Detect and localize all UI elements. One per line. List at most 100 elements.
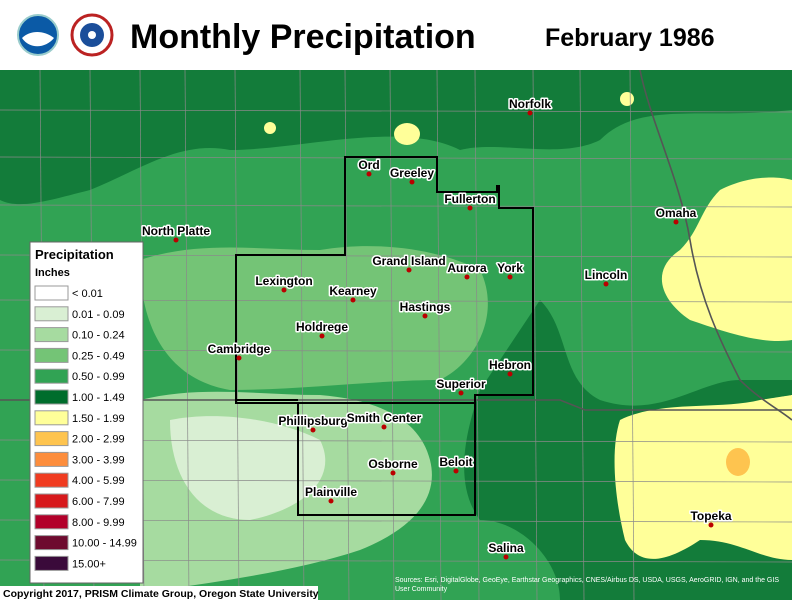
city-dot bbox=[673, 219, 679, 225]
city-dot bbox=[366, 171, 372, 177]
city-dot bbox=[381, 424, 387, 430]
legend-label: 3.00 - 3.99 bbox=[72, 454, 125, 466]
city-label: Salina bbox=[488, 541, 524, 555]
city-label: Fullerton bbox=[444, 192, 495, 206]
legend-label: 8.00 - 9.99 bbox=[72, 517, 125, 529]
city-dot bbox=[236, 355, 242, 361]
city-label: Lincoln bbox=[585, 268, 628, 282]
city-dot bbox=[350, 297, 356, 303]
city-label: Hebron bbox=[489, 358, 531, 372]
city-label: Ord bbox=[358, 158, 379, 172]
attribution: Sources: Esri, DigitalGlobe, GeoEye, Ear… bbox=[395, 577, 779, 593]
field-yellow bbox=[394, 123, 420, 145]
county-line bbox=[299, 69, 305, 601]
city-dot bbox=[390, 470, 396, 476]
city-label: North Platte bbox=[142, 224, 210, 238]
city-label: Aurora bbox=[447, 261, 487, 275]
city-label: Superior bbox=[436, 377, 486, 391]
county-line bbox=[0, 204, 792, 208]
city-label: Beloit bbox=[439, 455, 472, 469]
city-dot bbox=[507, 274, 513, 280]
field-mid bbox=[140, 246, 488, 390]
city-dot bbox=[328, 498, 334, 504]
city-dot bbox=[603, 281, 609, 287]
city-dot bbox=[173, 237, 179, 243]
city-dot bbox=[453, 468, 459, 474]
field-yellow bbox=[264, 122, 276, 134]
legend-label: 0.50 - 0.99 bbox=[72, 371, 125, 383]
city-dot bbox=[467, 205, 473, 211]
legend-label: 4.00 - 5.99 bbox=[72, 475, 125, 487]
field-yellow bbox=[661, 177, 792, 341]
legend-swatch bbox=[34, 327, 69, 343]
footer-box bbox=[0, 586, 318, 600]
legend-swatch bbox=[34, 410, 69, 426]
city-label: Lexington bbox=[255, 274, 312, 288]
attribution-box: Sources: Esri, DigitalGlobe, GeoEye, Ear… bbox=[395, 577, 779, 593]
city-dot bbox=[409, 179, 415, 185]
city-label: Cambridge bbox=[208, 342, 271, 356]
noaa-logo bbox=[17, 14, 59, 56]
city-label: Osborne bbox=[368, 457, 418, 471]
legend-label: < 0.01 bbox=[72, 288, 103, 300]
legend-label: 0.10 - 0.24 bbox=[72, 330, 125, 342]
map-title: Monthly Precipitation bbox=[130, 18, 476, 56]
legend-label: 10.00 - 14.99 bbox=[72, 538, 137, 550]
nws-logo bbox=[70, 13, 114, 57]
map-date: February 1986 bbox=[545, 24, 715, 52]
city-dot bbox=[458, 390, 464, 396]
legend-swatch bbox=[34, 306, 69, 322]
legend-swatch bbox=[34, 493, 69, 509]
office-boundary bbox=[236, 399, 475, 404]
city-label: Holdrege bbox=[296, 320, 348, 334]
county-line bbox=[184, 69, 190, 601]
legend-label: 1.00 - 1.49 bbox=[72, 392, 125, 404]
legend-label: 2.00 - 2.99 bbox=[72, 434, 125, 446]
legend-swatch bbox=[34, 431, 69, 447]
field-lighter bbox=[170, 416, 326, 520]
city-label: Kearney bbox=[329, 284, 377, 298]
legend-label: 15.00+ bbox=[72, 558, 106, 570]
legend-swatch bbox=[34, 451, 69, 467]
field-orange bbox=[726, 448, 750, 476]
legend-title: Precipitation bbox=[35, 247, 114, 262]
legend-label: 0.01 - 0.09 bbox=[72, 309, 125, 321]
legend-swatch bbox=[34, 389, 69, 405]
city-label: York bbox=[497, 261, 523, 275]
city-label: Greeley bbox=[390, 166, 434, 180]
legend-swatch bbox=[34, 285, 69, 301]
city-label: Omaha bbox=[656, 206, 697, 220]
legend-swatch bbox=[34, 347, 69, 363]
city-dot bbox=[281, 287, 287, 293]
legend-units: Inches bbox=[35, 267, 70, 279]
city-dot bbox=[503, 554, 509, 560]
city-label: Topeka bbox=[690, 509, 731, 523]
city-dot bbox=[406, 267, 412, 273]
legend-swatch bbox=[34, 514, 69, 530]
county-line bbox=[0, 109, 792, 113]
city-dot bbox=[422, 313, 428, 319]
city-dot bbox=[507, 371, 513, 377]
legend-label: 6.00 - 7.99 bbox=[72, 496, 125, 508]
field-dark bbox=[0, 70, 792, 205]
legend: Precipitation Inches < 0.01 0.01 - 0.09 0.… bbox=[29, 241, 144, 584]
city-dot bbox=[708, 522, 714, 528]
legend-label: 0.25 - 0.49 bbox=[72, 350, 125, 362]
city-label: Plainville bbox=[305, 485, 357, 499]
city-label: Smith Center bbox=[347, 411, 422, 425]
header-bar bbox=[0, 0, 792, 70]
legend-swatch bbox=[34, 472, 69, 488]
city-dot bbox=[527, 110, 533, 116]
city-dot bbox=[310, 427, 316, 433]
city-label: Norfolk bbox=[509, 97, 551, 111]
cities: Norfolk Ord Greeley Fullerton Omaha North Pla… bbox=[140, 96, 733, 560]
city-label: Grand Island bbox=[372, 254, 445, 268]
city-dot bbox=[464, 274, 470, 280]
state-boundary bbox=[639, 69, 792, 421]
office-boundary bbox=[235, 156, 534, 516]
legend-swatch bbox=[34, 368, 69, 384]
city-label: Hastings bbox=[400, 300, 451, 314]
field-yellow bbox=[620, 92, 634, 106]
